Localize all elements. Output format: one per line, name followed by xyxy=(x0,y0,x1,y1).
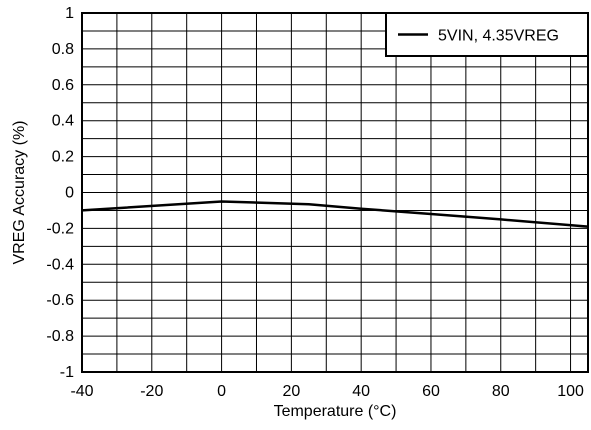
y-axis-label: VREG Accuracy (%) xyxy=(11,120,28,264)
x-tick-label: 100 xyxy=(557,383,584,400)
legend-label: 5VIN, 4.35VREG xyxy=(438,28,559,45)
legend: 5VIN, 4.35VREG xyxy=(385,12,589,57)
x-tick-label: -40 xyxy=(70,383,93,400)
y-tick-label: -0.6 xyxy=(46,292,74,309)
x-tick-label: 60 xyxy=(422,383,440,400)
y-tick-label: -0.4 xyxy=(46,256,74,273)
x-tick-label: 80 xyxy=(492,383,510,400)
y-tick-label: 0.2 xyxy=(52,149,74,166)
y-tick-label: 0.4 xyxy=(52,113,74,130)
y-tick-label: 0.8 xyxy=(52,41,74,58)
series-layer xyxy=(81,200,589,228)
y-axis-ticks: 1 0.8 0.6 0.4 0.2 0 -0.2 -0.4 -0.6 -0.8 -1 xyxy=(46,5,74,381)
x-tick-label: 0 xyxy=(217,383,226,400)
y-tick-label: 0.6 xyxy=(52,77,74,94)
plot-frame xyxy=(81,12,589,373)
y-tick-label: -0.2 xyxy=(46,220,74,237)
x-tick-label: 20 xyxy=(282,383,300,400)
y-tick-label: -1 xyxy=(60,364,74,381)
y-tick-label: 0 xyxy=(65,185,74,202)
x-axis-ticks: -40 -20 0 20 40 60 80 100 xyxy=(70,383,584,400)
x-axis-label: Temperature (°C) xyxy=(274,403,397,420)
x-tick-label: 40 xyxy=(352,383,370,400)
grid-lines xyxy=(82,13,588,372)
y-tick-label: 1 xyxy=(65,5,74,22)
y-tick-label: -0.8 xyxy=(46,328,74,345)
series-line-0 xyxy=(81,200,589,228)
x-tick-label: -20 xyxy=(140,383,163,400)
